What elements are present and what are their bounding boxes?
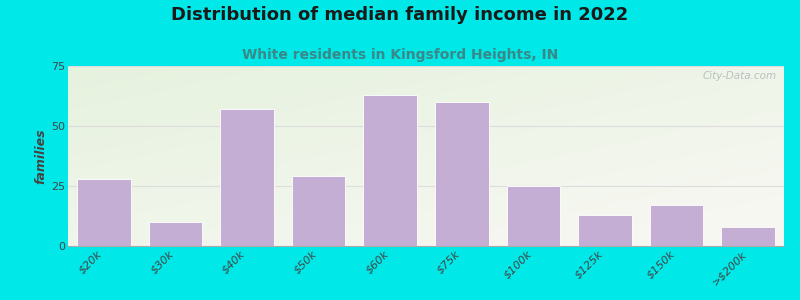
- Bar: [435, 102, 489, 246]
- Bar: [149, 222, 202, 246]
- Bar: [292, 176, 346, 246]
- Bar: [77, 179, 130, 246]
- Bar: [722, 227, 775, 246]
- Bar: [506, 186, 560, 246]
- Text: City-Data.com: City-Data.com: [702, 71, 777, 81]
- Y-axis label: families: families: [34, 128, 47, 184]
- Bar: [578, 215, 632, 246]
- Bar: [363, 95, 417, 246]
- Text: Distribution of median family income in 2022: Distribution of median family income in …: [171, 6, 629, 24]
- Bar: [650, 205, 703, 246]
- Bar: [220, 109, 274, 246]
- Text: White residents in Kingsford Heights, IN: White residents in Kingsford Heights, IN: [242, 48, 558, 62]
